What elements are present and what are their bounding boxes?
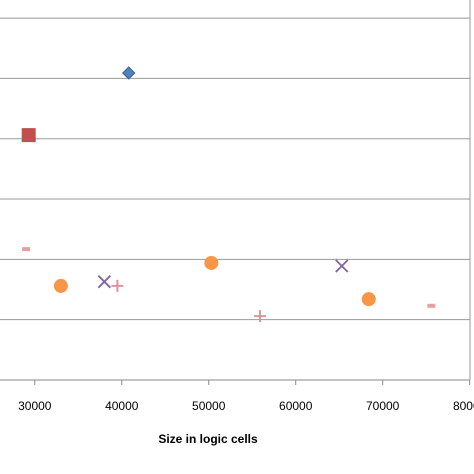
point (22, 247, 31, 252)
point (21, 128, 36, 143)
point (97, 275, 112, 289)
x-tick-label: 50000 (192, 399, 226, 413)
point (427, 303, 436, 308)
point (361, 292, 376, 307)
x-tick-label: 60000 (279, 399, 313, 413)
point (122, 66, 136, 80)
x-tick-label: 40000 (105, 399, 139, 413)
x-tick-label: 80000 (453, 399, 474, 413)
point (254, 310, 267, 323)
point (335, 259, 349, 273)
x-tick-label: 30000 (18, 399, 52, 413)
point (53, 278, 68, 293)
point (204, 255, 219, 270)
x-axis-label: Size in logic cells (158, 432, 258, 446)
x-tick-label: 70000 (366, 399, 400, 413)
point (111, 279, 124, 292)
